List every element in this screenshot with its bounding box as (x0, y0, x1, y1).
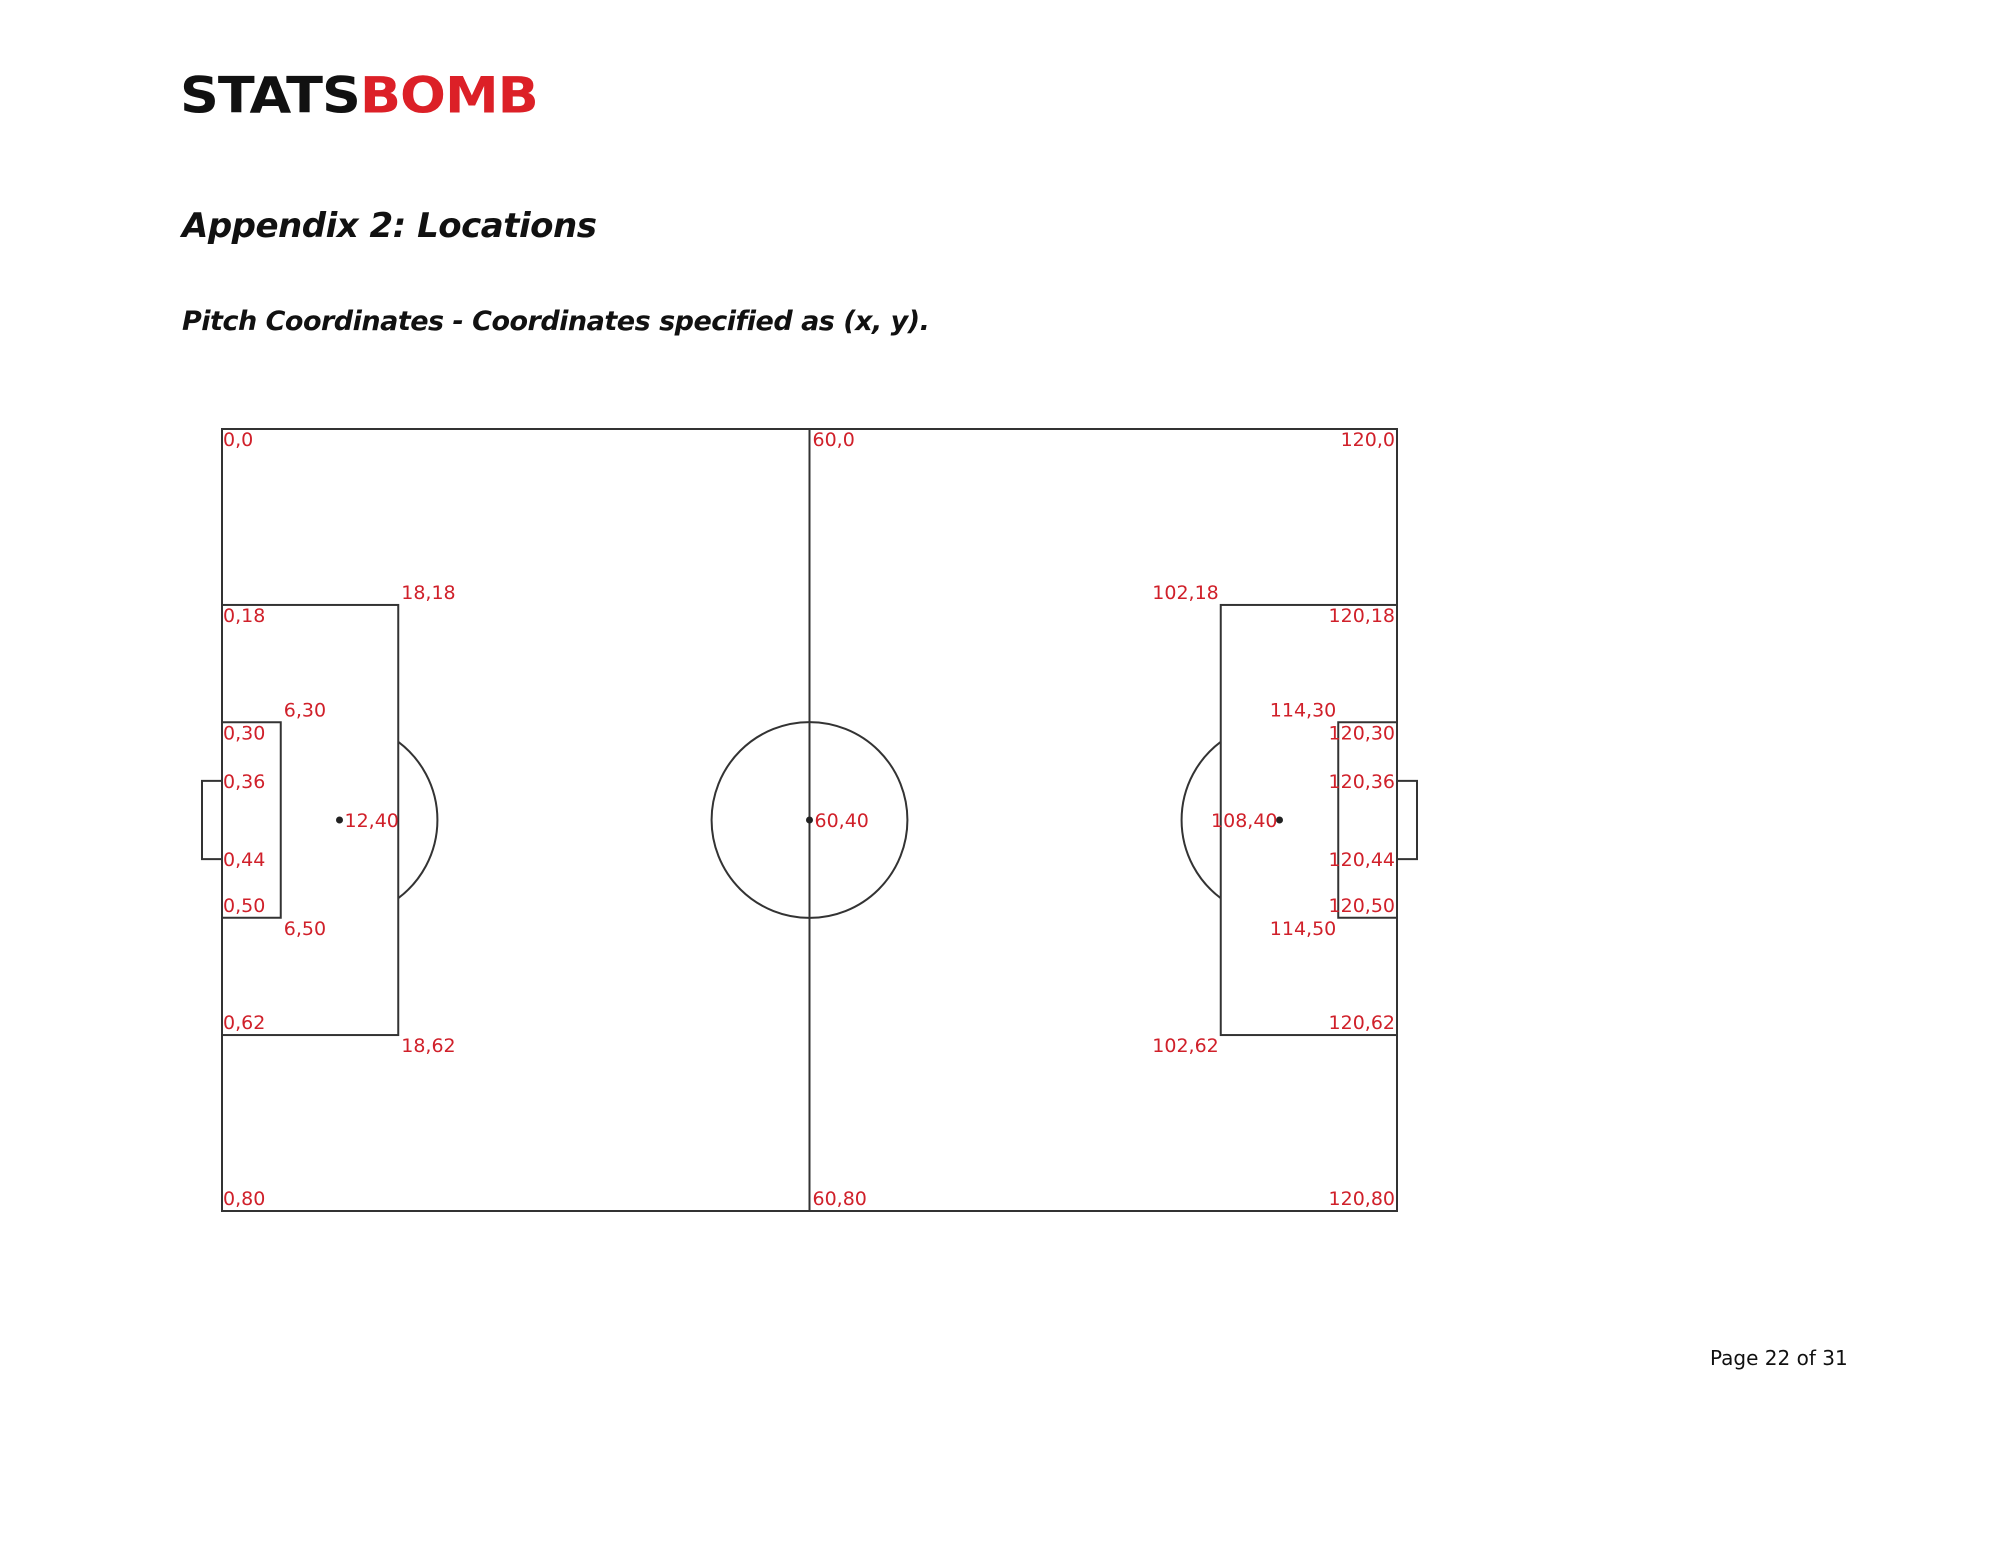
coord-label-0-80: 0,80 (223, 1188, 265, 1210)
coord-label-102-18: 102,18 (1152, 582, 1218, 604)
right-six-yard-box (1337, 721, 1398, 919)
spot-60-40 (806, 816, 813, 824)
spot-108-40 (1276, 816, 1283, 824)
logo-text-stats: STATS (180, 66, 361, 125)
left-six-yard-box (221, 721, 282, 919)
section-subtitle: Pitch Coordinates - Coordinates specifie… (182, 306, 930, 337)
right-goal (1397, 779, 1418, 861)
coord-label-120-0: 120,0 (1341, 429, 1395, 451)
statsbomb-logo: STATS BOMB (180, 64, 560, 128)
page-title: Appendix 2: Locations (182, 206, 597, 246)
coord-label-120-36: 120,36 (1329, 771, 1395, 793)
coord-label-0-44: 0,44 (223, 849, 265, 871)
coord-label-102-62: 102,62 (1152, 1035, 1218, 1057)
coord-label-60-0: 60,0 (813, 429, 855, 451)
spot-12-40 (336, 816, 343, 824)
coord-label-12-40: 12,40 (345, 810, 399, 832)
coord-label-0-0: 0,0 (223, 429, 253, 451)
coord-label-120-62: 120,62 (1329, 1012, 1395, 1034)
coord-label-60-40: 60,40 (815, 810, 869, 832)
coord-label-0-18: 0,18 (223, 605, 265, 627)
coord-label-6-30: 6,30 (284, 699, 326, 721)
coord-label-120-50: 120,50 (1329, 895, 1395, 917)
coord-label-120-80: 120,80 (1329, 1188, 1395, 1210)
page-number: Page 22 of 31 (1710, 1346, 1848, 1370)
coord-label-114-30: 114,30 (1270, 699, 1336, 721)
logo-text-bomb: BOMB (359, 66, 539, 125)
coord-label-0-62: 0,62 (223, 1012, 265, 1034)
coord-label-114-50: 114,50 (1270, 918, 1336, 940)
coord-label-120-44: 120,44 (1329, 849, 1395, 871)
left-penalty-arc (397, 741, 439, 899)
coord-label-120-18: 120,18 (1329, 605, 1395, 627)
left-goal (201, 779, 222, 861)
coord-label-18-18: 18,18 (401, 582, 455, 604)
coord-label-120-30: 120,30 (1329, 722, 1395, 744)
right-penalty-arc (1180, 741, 1222, 899)
coord-label-0-30: 0,30 (223, 722, 265, 744)
coord-label-60-80: 60,80 (813, 1188, 867, 1210)
coord-label-0-36: 0,36 (223, 771, 265, 793)
coord-label-0-50: 0,50 (223, 895, 265, 917)
centre-circle (710, 721, 909, 919)
coord-label-6-50: 6,50 (284, 918, 326, 940)
coord-label-108-40: 108,40 (1211, 810, 1277, 832)
coord-label-18-62: 18,62 (401, 1035, 455, 1057)
